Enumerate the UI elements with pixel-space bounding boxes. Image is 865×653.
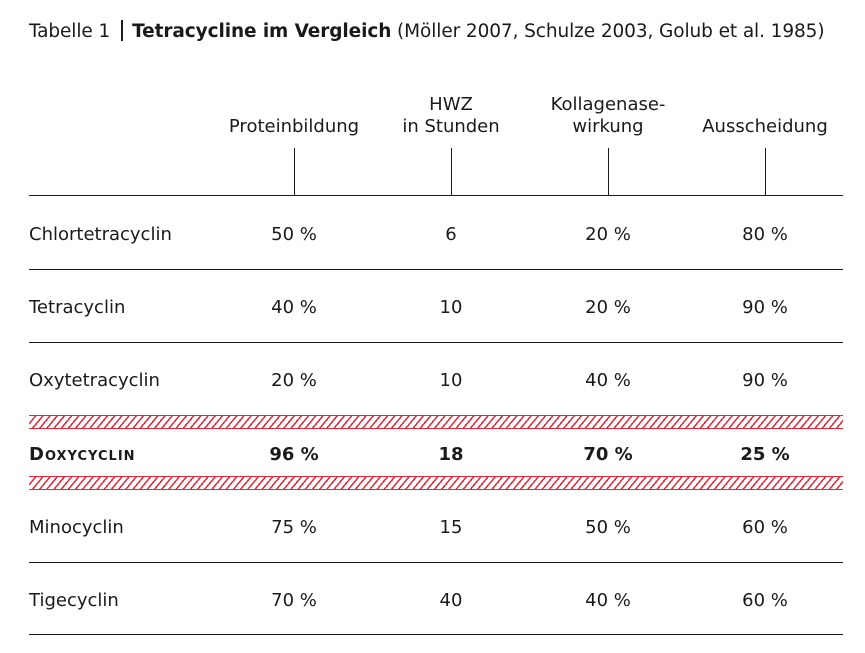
table-row: Tigecyclin 70 % 40 40 % 60 % (0, 564, 865, 637)
row-name: Minocyclin (29, 517, 124, 538)
table-caption: Tabelle 1 Tetracycline im Vergleich (Möll… (29, 20, 825, 42)
highlight-hatch-bottom (29, 476, 843, 490)
caption-title: Tetracycline im Vergleich (132, 21, 392, 42)
cell-protein: 20 % (271, 370, 317, 391)
cell-ausscheidung: 90 % (742, 370, 788, 391)
row-rule (29, 342, 843, 343)
cell-hwz: 10 (439, 370, 463, 391)
cell-hwz: 18 (438, 444, 464, 465)
column-header-hwz: HWZ in Stunden (402, 94, 499, 138)
column-tick (294, 148, 295, 195)
column-header-line: Kollagenase- (550, 94, 666, 115)
cell-protein: 75 % (271, 517, 317, 538)
cell-hwz: 10 (439, 297, 463, 318)
row-name: Oxytetracyclin (29, 370, 160, 391)
column-header-ausscheidung: Ausscheidung (702, 116, 828, 138)
column-tick (608, 148, 609, 195)
bottom-rule (29, 634, 843, 635)
cell-ausscheidung: 80 % (742, 224, 788, 245)
column-tick (451, 148, 452, 195)
cell-hwz: 15 (439, 517, 463, 538)
row-name: Doxycyclin (29, 444, 136, 465)
table-row: Chlortetracyclin 50 % 6 20 % 80 % (0, 198, 865, 271)
column-header-line: HWZ (429, 94, 473, 115)
header-rule (29, 195, 843, 196)
column-header-protein: in Stunden Proteinbildung (229, 116, 359, 138)
table-row: Oxytetracyclin 20 % 10 40 % 90 % (0, 344, 865, 417)
cell-ausscheidung: 25 % (740, 444, 790, 465)
row-name: Tigecyclin (29, 590, 119, 611)
cell-hwz: 40 (439, 590, 463, 611)
column-tick (765, 148, 766, 195)
column-header-kollagenase: Kollagenase- wirkung (551, 94, 666, 138)
cell-kollagenase: 40 % (585, 370, 631, 391)
cell-ausscheidung: 90 % (742, 297, 788, 318)
cell-protein: 50 % (271, 224, 317, 245)
column-header-line: wirkung (572, 116, 644, 137)
row-rule (29, 562, 843, 563)
cell-kollagenase: 50 % (585, 517, 631, 538)
cell-protein: 40 % (271, 297, 317, 318)
column-header-line: Proteinbildung (228, 116, 360, 137)
cell-kollagenase: 20 % (585, 224, 631, 245)
table-row: Tetracyclin 40 % 10 20 % 90 % (0, 271, 865, 344)
row-name: Tetracyclin (29, 297, 126, 318)
cell-ausscheidung: 60 % (742, 517, 788, 538)
caption-label: Tabelle 1 (29, 21, 111, 42)
row-name: Chlortetracyclin (29, 224, 172, 245)
column-header-line: in Stunden (402, 116, 500, 137)
cell-hwz: 6 (445, 224, 457, 245)
caption-source: (Möller 2007, Schulze 2003, Golub et al.… (397, 21, 825, 42)
caption-separator (121, 20, 124, 41)
cell-protein: 96 % (269, 444, 319, 465)
cell-kollagenase: 20 % (585, 297, 631, 318)
highlight-hatch-top (29, 415, 843, 429)
table-row: Minocyclin 75 % 15 50 % 60 % (0, 491, 865, 564)
column-header-line: Ausscheidung (702, 116, 828, 137)
cell-ausscheidung: 60 % (742, 590, 788, 611)
cell-kollagenase: 40 % (585, 590, 631, 611)
cell-kollagenase: 70 % (583, 444, 633, 465)
cell-protein: 70 % (271, 590, 317, 611)
table-row-highlighted: Doxycyclin 96 % 18 70 % 25 % (0, 418, 865, 491)
row-rule (29, 269, 843, 270)
